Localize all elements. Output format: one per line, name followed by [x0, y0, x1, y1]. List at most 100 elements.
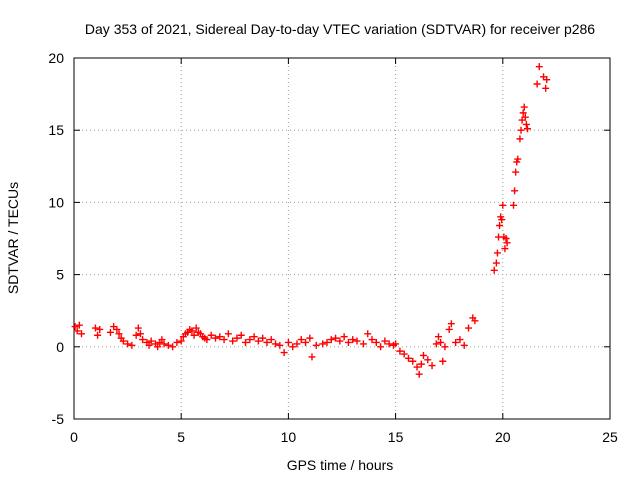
- data-point: [404, 354, 412, 362]
- data-point: [139, 336, 147, 344]
- data-point: [272, 340, 280, 348]
- data-point: [136, 330, 144, 338]
- y-tick-label: 20: [48, 50, 64, 66]
- data-point: [471, 317, 479, 325]
- data-point: [259, 334, 267, 342]
- data-point: [349, 336, 357, 344]
- data-point: [192, 324, 200, 332]
- data-point: [323, 338, 331, 346]
- data-point: [246, 336, 254, 344]
- data-point: [542, 84, 550, 92]
- data-point: [250, 333, 258, 341]
- data-point: [510, 201, 518, 209]
- data-point: [368, 336, 376, 344]
- data-point: [428, 362, 436, 370]
- data-point: [381, 337, 389, 345]
- data-point: [516, 135, 524, 143]
- data-point: [267, 336, 275, 344]
- data-point: [359, 340, 367, 348]
- data-point: [490, 266, 498, 274]
- data-point: [434, 333, 442, 341]
- data-point: [306, 334, 314, 342]
- data-point: [533, 80, 541, 88]
- data-point: [289, 343, 297, 351]
- data-point: [432, 340, 440, 348]
- y-tick-label: 0: [56, 339, 64, 355]
- data-point: [302, 338, 310, 346]
- data-point: [190, 331, 198, 339]
- data-point: [327, 336, 335, 344]
- data-point: [308, 353, 316, 361]
- data-point: [106, 328, 114, 336]
- data-point: [496, 222, 504, 230]
- data-point: [447, 320, 455, 328]
- data-point: [512, 168, 520, 176]
- data-point: [145, 341, 153, 349]
- data-point: [115, 330, 123, 338]
- data-point: [312, 341, 320, 349]
- data-point: [96, 325, 104, 333]
- data-point: [441, 343, 449, 351]
- data-point: [511, 187, 519, 195]
- data-point: [134, 324, 142, 332]
- data-point: [332, 334, 340, 342]
- data-point: [501, 245, 509, 253]
- data-point: [73, 327, 81, 335]
- grid-lines: [74, 58, 610, 419]
- y-tick-label: 10: [48, 194, 64, 210]
- data-point: [212, 334, 220, 342]
- data-point: [164, 341, 172, 349]
- data-point: [396, 347, 404, 355]
- data-point: [437, 338, 445, 346]
- data-point: [169, 343, 177, 351]
- data-point: [385, 340, 393, 348]
- data-point: [400, 350, 408, 358]
- data-point: [71, 323, 79, 331]
- y-tick-label: -5: [52, 411, 65, 427]
- data-point: [94, 331, 102, 339]
- data-point: [503, 239, 511, 247]
- data-point: [520, 103, 528, 111]
- chart-title: Day 353 of 2021, Sidereal Day-to-day VTE…: [85, 21, 595, 37]
- data-point: [336, 337, 344, 345]
- data-point: [377, 343, 385, 351]
- data-point: [254, 337, 262, 345]
- data-point: [452, 338, 460, 346]
- data-point: [535, 63, 543, 71]
- data-point: [173, 338, 181, 346]
- data-point: [91, 324, 99, 332]
- x-axis-label: GPS time / hours: [287, 457, 394, 473]
- data-point: [284, 338, 292, 346]
- data-point: [445, 325, 453, 333]
- data-point: [188, 327, 196, 335]
- data-point: [372, 338, 380, 346]
- data-point: [353, 337, 361, 345]
- data-point: [424, 356, 432, 364]
- data-point: [439, 357, 447, 365]
- data-point: [464, 324, 472, 332]
- y-tick-label: 15: [48, 122, 64, 138]
- data-point: [229, 337, 237, 345]
- data-point: [297, 336, 305, 344]
- data-point: [417, 360, 425, 368]
- data-point: [364, 330, 372, 338]
- data-point: [158, 336, 166, 344]
- y-tick-label: 5: [56, 267, 64, 283]
- data-point: [502, 235, 510, 242]
- data-point: [128, 341, 136, 349]
- data-point: [293, 340, 301, 348]
- x-tick-label: 5: [177, 429, 185, 445]
- x-tick-label: 10: [281, 429, 297, 445]
- data-point: [392, 340, 400, 348]
- data-point: [344, 338, 352, 346]
- axis-ticks: 0 5 10 15 20 25 -5 0 5 10 15 20: [48, 50, 618, 445]
- data-point: [147, 337, 155, 345]
- data-point: [224, 330, 232, 338]
- data-point: [276, 341, 284, 349]
- data-point: [499, 201, 507, 209]
- data-point: [460, 341, 468, 349]
- data-point: [124, 340, 132, 348]
- data-point: [242, 338, 250, 346]
- x-tick-label: 0: [70, 429, 78, 445]
